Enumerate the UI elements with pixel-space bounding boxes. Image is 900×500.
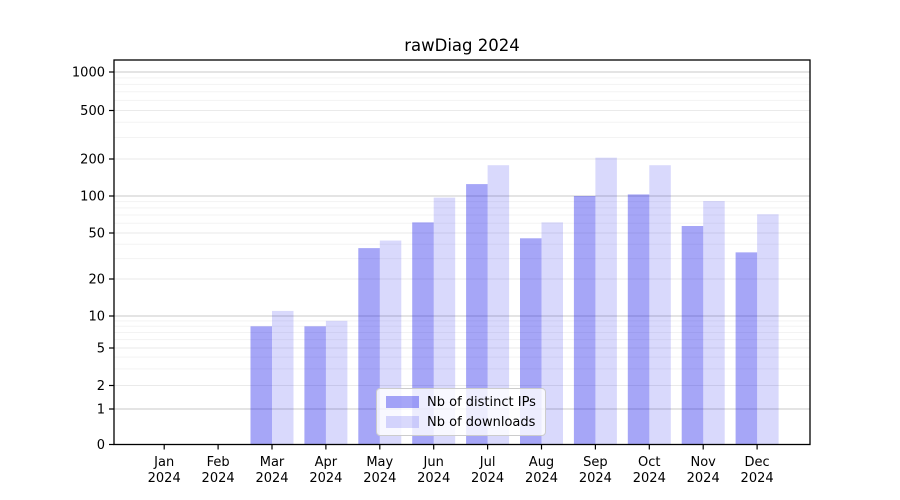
legend-label-distinct-ips: Nb of distinct IPs xyxy=(427,394,536,410)
y-tick-label: 1 xyxy=(97,403,105,418)
x-tick-label-month: Jun xyxy=(423,455,444,470)
legend: Nb of distinct IPs Nb of downloads xyxy=(376,388,546,436)
y-tick-label: 2 xyxy=(97,379,105,394)
y-tick-label: 500 xyxy=(80,104,105,119)
x-tick-label-year: 2024 xyxy=(687,471,720,486)
x-tick-label-year: 2024 xyxy=(363,471,396,486)
bar-ips-jul xyxy=(466,184,488,445)
y-tick-label: 5 xyxy=(97,342,105,357)
bar-ips-oct xyxy=(627,194,650,445)
bar-ips-sep xyxy=(573,196,596,445)
x-tick-label-month: Jan xyxy=(153,455,174,470)
x-tick-label-year: 2024 xyxy=(633,471,666,486)
bar-downloads-aug xyxy=(541,222,563,445)
bar-downloads-oct xyxy=(649,165,671,445)
bar-ips-nov xyxy=(681,226,704,445)
x-tick-label-month: Feb xyxy=(207,455,230,470)
x-tick-label-month: Nov xyxy=(691,455,717,470)
x-tick-label-month: Apr xyxy=(315,455,338,470)
x-tick-label-year: 2024 xyxy=(741,471,774,486)
x-tick-label-month: May xyxy=(366,455,393,470)
legend-swatch-distinct-ips xyxy=(386,396,419,408)
x-tick-label-month: Sep xyxy=(583,455,608,470)
bar-downloads-apr xyxy=(325,320,348,445)
bar-downloads-mar xyxy=(272,310,294,445)
x-tick-label-year: 2024 xyxy=(202,471,235,486)
bar-downloads-nov xyxy=(703,201,725,445)
bar-downloads-jun xyxy=(433,197,456,445)
x-tick-label-month: Aug xyxy=(529,455,554,470)
bar-downloads-jul xyxy=(487,165,510,445)
y-tick-label: 1000 xyxy=(72,66,105,81)
x-tick-label-year: 2024 xyxy=(471,471,504,486)
y-tick-label: 50 xyxy=(88,227,105,242)
bar-ips-dec xyxy=(735,252,758,445)
x-tick-label-month: Jul xyxy=(479,455,496,470)
bar-ips-apr xyxy=(304,326,326,445)
x-tick-label-month: Oct xyxy=(638,455,660,470)
legend-swatch-downloads xyxy=(386,416,419,428)
bar-downloads-dec xyxy=(757,214,779,445)
legend-row-downloads: Nb of downloads xyxy=(386,415,545,430)
y-tick-label: 0 xyxy=(97,438,105,453)
bar-ips-mar xyxy=(250,326,272,445)
bar-ips-may xyxy=(358,248,380,445)
y-tick-label: 100 xyxy=(80,190,105,205)
chart-title: rawDiag 2024 xyxy=(404,36,520,55)
bar-downloads-sep xyxy=(595,157,617,445)
x-tick-label-year: 2024 xyxy=(255,471,288,486)
x-tick-label-year: 2024 xyxy=(525,471,558,486)
legend-row-distinct-ips: Nb of distinct IPs xyxy=(386,395,545,410)
x-tick-label-year: 2024 xyxy=(309,471,342,486)
x-tick-label-month: Mar xyxy=(260,455,285,470)
y-tick-label: 10 xyxy=(88,310,105,325)
plot-frame xyxy=(113,59,811,446)
y-tick-label: 20 xyxy=(88,273,105,288)
legend-label-downloads: Nb of downloads xyxy=(427,414,536,430)
x-tick-label-month: Dec xyxy=(745,455,770,470)
y-tick-label: 200 xyxy=(80,153,105,168)
x-tick-label-year: 2024 xyxy=(417,471,450,486)
x-tick-label-year: 2024 xyxy=(148,471,181,486)
x-tick-label-year: 2024 xyxy=(579,471,612,486)
